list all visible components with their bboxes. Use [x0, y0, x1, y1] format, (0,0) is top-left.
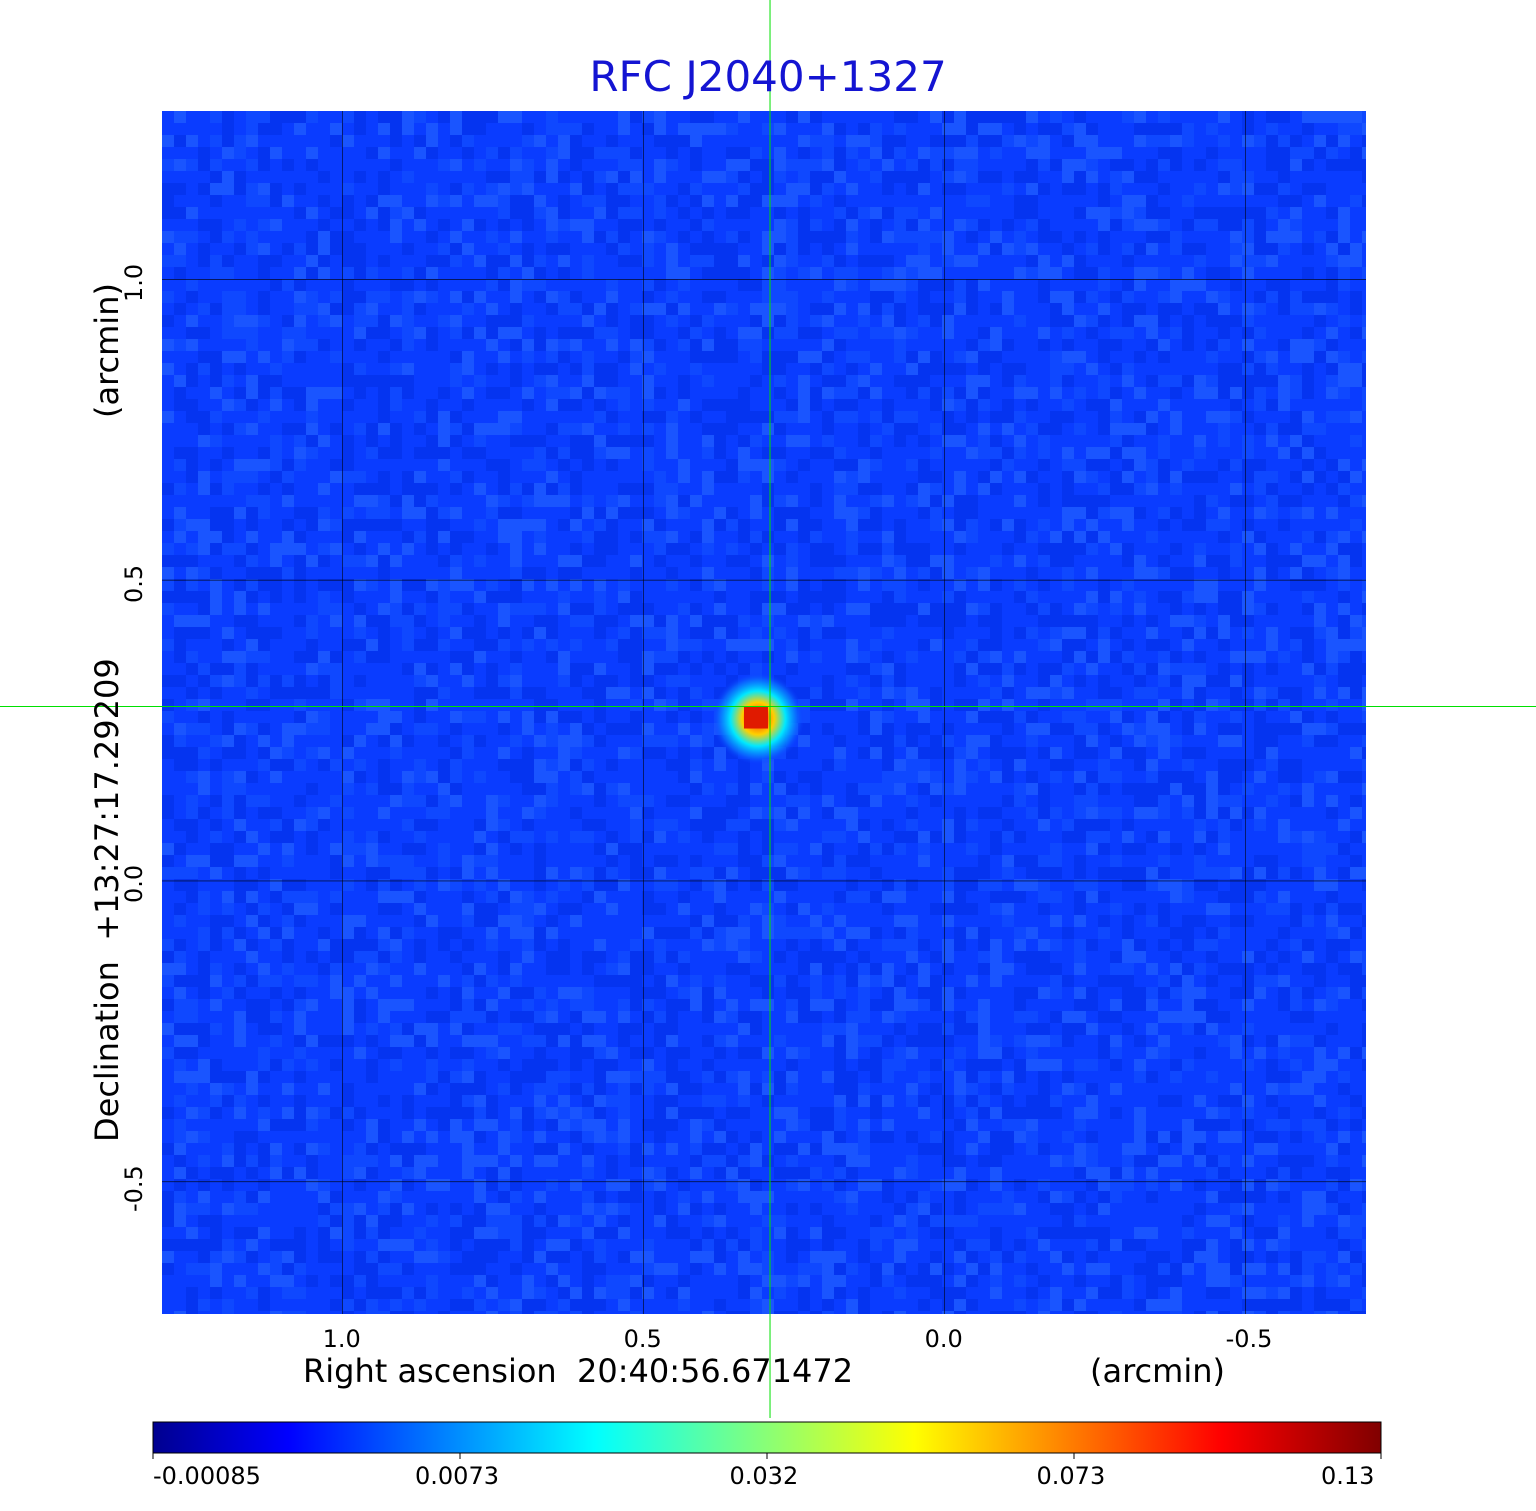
x-tick-label: 0.5 — [623, 1325, 662, 1353]
colorbar-gradient — [152, 1421, 1382, 1454]
x-axis-unit: (arcmin) — [1090, 1352, 1225, 1390]
chart-title: RFC J2040+1327 — [589, 52, 947, 101]
plot-area — [162, 111, 1366, 1314]
x-tick-label: -0.5 — [1225, 1325, 1273, 1353]
source-peak-pixel — [743, 706, 768, 729]
x-tick-label: 1.0 — [322, 1325, 361, 1353]
colorbar-tick-label: -0.00085 — [153, 1462, 261, 1490]
crosshair — [0, 0, 1536, 1418]
y-axis-label: Declination +13:27:17.29209 — [88, 658, 126, 1142]
y-tick-label: -0.5 — [120, 1164, 148, 1212]
y-tick-label: 0.5 — [120, 564, 148, 603]
colorbar-tick-label: 0.073 — [1036, 1462, 1106, 1490]
y-axis-unit: (arcmin) — [88, 283, 126, 418]
colorbar-tick-label: 0.13 — [1321, 1462, 1375, 1490]
colorbar-tick-label: 0.032 — [729, 1462, 799, 1490]
image-layer — [162, 111, 1366, 1314]
colorbar — [152, 1421, 1382, 1459]
colorbar-tick-label: 0.0073 — [415, 1462, 499, 1490]
x-tick-label: 0.0 — [924, 1325, 963, 1353]
noise-texture — [162, 111, 1366, 1314]
x-axis-label: Right ascension 20:40:56.671472 — [303, 1352, 854, 1390]
